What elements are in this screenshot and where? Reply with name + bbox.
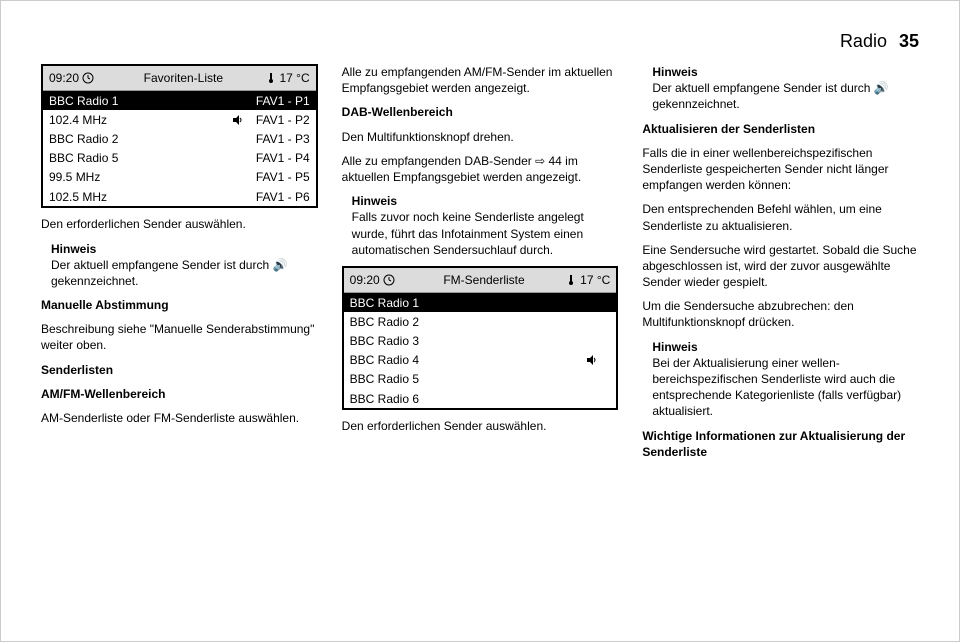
list-item: BBC Radio 2 FAV1 - P3 [43, 130, 316, 149]
note-text: Bei der Aktualisierung einer wellen­bere… [652, 355, 919, 420]
list-item: BBC Radio 3 [344, 331, 617, 350]
note-label: Hinweis [51, 241, 318, 257]
list-item: 102.5 MHz FAV1 - P6 [43, 187, 316, 206]
screenshot-favorites: 09:20 Favoriten-Liste 17 °C [41, 64, 318, 208]
page-number: 35 [899, 31, 919, 52]
clock-icon [82, 72, 94, 84]
subheading: AM/FM-Wellenbereich [41, 386, 318, 402]
column-2: Alle zu empfangenden AM/FM-Sen­der im ak… [342, 64, 619, 611]
screenshot-header: 09:20 Favoriten-Liste 17 °C [43, 66, 316, 91]
station-name: BBC Radio 2 [49, 131, 226, 147]
page-header: Radio 35 [41, 31, 919, 52]
list-item: BBC Radio 2 [344, 312, 617, 331]
station-name: 99.5 MHz [49, 169, 226, 185]
body-text: Den erforderlichen Sender auswäh­len. [342, 418, 619, 434]
note-label: Hinweis [652, 339, 919, 355]
preset-label: FAV1 - P5 [256, 169, 310, 185]
station-name: BBC Radio 4 [350, 352, 581, 368]
body-text: Alle zu empfangenden DAB-Sender ⇨ 44 im … [342, 153, 619, 185]
subheading: DAB-Wellenbereich [342, 104, 619, 120]
subheading: Aktualisieren der Senderlisten [642, 121, 919, 137]
list-item: BBC Radio 5 [344, 370, 617, 389]
body-text: Eine Sendersuche wird gestartet. So­bald… [642, 242, 919, 291]
body-text: Den erforderlichen Sender auswäh­len. [41, 216, 318, 232]
subheading: Manuelle Abstimmung [41, 297, 318, 313]
body-text: Um die Sendersuche abzubrechen: den Mult… [642, 298, 919, 330]
body-text: Falls die in einer wellenbereichspezi­fi… [642, 145, 919, 194]
list-item: 102.4 MHz FAV1 - P2 [43, 110, 316, 129]
station-name: BBC Radio 2 [350, 314, 581, 330]
subheading: Senderlisten [41, 362, 318, 378]
screenshot-title: FM-Senderliste [406, 272, 563, 288]
section-title: Radio [840, 31, 887, 52]
screenshot-body: BBC Radio 1 BBC Radio 2 BBC Radio 3 BBC … [344, 293, 617, 408]
list-item: BBC Radio 5 FAV1 - P4 [43, 149, 316, 168]
note-text: Der aktuell empfangene Sender ist durch … [652, 80, 919, 112]
note-text: Der aktuell empfangene Sender ist durch … [51, 257, 318, 289]
list-item: 99.5 MHz FAV1 - P5 [43, 168, 316, 187]
preset-label: FAV1 - P4 [256, 150, 310, 166]
list-item: BBC Radio 1 [344, 293, 617, 312]
content-columns: 09:20 Favoriten-Liste 17 °C [41, 64, 919, 611]
list-item: BBC Radio 1 FAV1 - P1 [43, 91, 316, 110]
body-text: AM-Senderliste oder FM-Senderliste auswä… [41, 410, 318, 426]
note-label: Hinweis [652, 64, 919, 80]
station-name: BBC Radio 1 [350, 295, 581, 311]
list-item: BBC Radio 4 [344, 351, 617, 370]
time-value: 09:20 [350, 272, 380, 288]
temp-value: 17 °C [280, 70, 310, 86]
speaker-icon [232, 114, 250, 126]
temp-icon [265, 72, 277, 84]
body-text: Beschreibung siehe "Manuelle Sen­derabst… [41, 321, 318, 353]
time-value: 09:20 [49, 70, 79, 86]
list-item: BBC Radio 6 [344, 389, 617, 408]
screenshot-fm-list: 09:20 FM-Senderliste 17 °C [342, 266, 619, 410]
body-text: Den entsprechenden Befehl wählen, um ein… [642, 201, 919, 233]
speaker-icon [586, 354, 610, 366]
station-name: BBC Radio 5 [49, 150, 226, 166]
column-1: 09:20 Favoriten-Liste 17 °C [41, 64, 318, 611]
note-label: Hinweis [352, 193, 619, 209]
time-display: 09:20 [350, 272, 406, 288]
station-name: BBC Radio 3 [350, 333, 581, 349]
preset-label: FAV1 - P6 [256, 189, 310, 205]
note-block: Hinweis Der aktuell empfangene Sender is… [41, 241, 318, 290]
note-block: Hinweis Der aktuell empfangene Sender is… [642, 64, 919, 113]
body-text: Alle zu empfangenden AM/FM-Sen­der im ak… [342, 64, 619, 96]
time-display: 09:20 [49, 70, 105, 86]
temp-display: 17 °C [262, 70, 310, 86]
screenshot-title: Favoriten-Liste [105, 70, 262, 86]
page: Radio 35 09:20 Favoriten-Liste [0, 0, 960, 642]
column-3: Hinweis Der aktuell empfangene Sender is… [642, 64, 919, 611]
temp-display: 17 °C [562, 272, 610, 288]
preset-label: FAV1 - P3 [256, 131, 310, 147]
station-name: BBC Radio 5 [350, 371, 581, 387]
station-name: 102.5 MHz [49, 189, 226, 205]
body-text: Den Multifunktionsknopf drehen. [342, 129, 619, 145]
temp-icon [565, 274, 577, 286]
preset-label: FAV1 - P1 [256, 93, 310, 109]
station-name: BBC Radio 6 [350, 391, 581, 407]
note-text: Falls zuvor noch keine Senderliste angel… [352, 209, 619, 258]
station-name: BBC Radio 1 [49, 93, 226, 109]
preset-label: FAV1 - P2 [256, 112, 310, 128]
temp-value: 17 °C [580, 272, 610, 288]
screenshot-header: 09:20 FM-Senderliste 17 °C [344, 268, 617, 293]
screenshot-body: BBC Radio 1 FAV1 - P1 102.4 MHz FAV1 - P… [43, 91, 316, 206]
note-block: Hinweis Bei der Aktualisierung einer wel… [642, 339, 919, 420]
clock-icon [383, 274, 395, 286]
station-name: 102.4 MHz [49, 112, 226, 128]
subheading: Wichtige Informationen zur Aktualisierun… [642, 428, 919, 460]
note-block: Hinweis Falls zuvor noch keine Senderlis… [342, 193, 619, 258]
